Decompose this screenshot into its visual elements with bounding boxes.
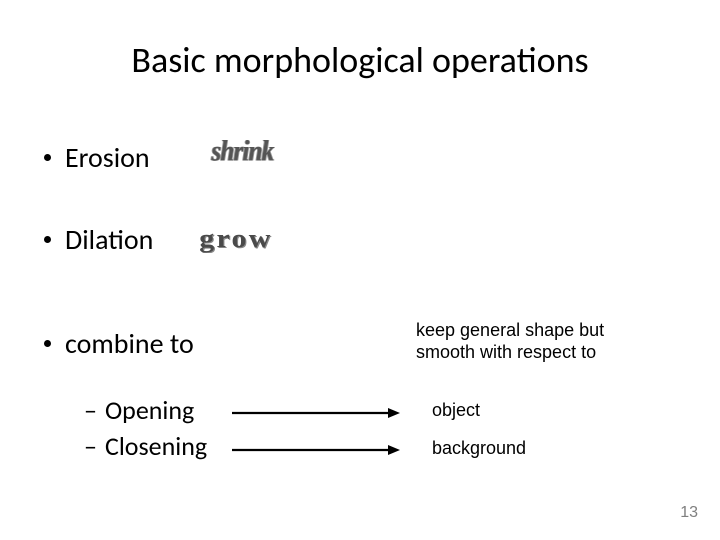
note-line2: smooth with respect to — [416, 342, 604, 364]
note-line1: keep general shape but — [416, 320, 604, 342]
sub-opening-label: Opening — [105, 394, 194, 426]
arrow-opening-icon — [232, 405, 400, 421]
note-background: background — [432, 438, 526, 460]
bullet-erosion: Erosion — [44, 140, 150, 175]
dash-icon: – — [84, 430, 97, 462]
stylized-grow: grow — [199, 224, 272, 254]
bullet-dot-icon — [44, 154, 51, 161]
bullet-combine: combine to — [44, 326, 194, 361]
note-object: object — [432, 400, 480, 422]
arrow-closening-icon — [232, 442, 400, 458]
sub-opening: – Opening — [84, 394, 194, 426]
bullet-dot-icon — [44, 236, 51, 243]
page-number: 13 — [680, 504, 698, 522]
bullet-dilation: Dilation — [44, 222, 153, 257]
bullet-dot-icon — [44, 340, 51, 347]
note-keep-shape: keep general shape but smooth with respe… — [416, 320, 604, 363]
bullet-combine-label: combine to — [65, 326, 194, 361]
sub-closening-label: Closening — [105, 430, 207, 462]
slide-title: Basic morphological operations — [0, 38, 720, 82]
sub-closening: – Closening — [84, 430, 207, 462]
bullet-dilation-label: Dilation — [65, 222, 153, 257]
dash-icon: – — [84, 394, 97, 426]
bullet-erosion-label: Erosion — [65, 140, 150, 175]
stylized-shrink: shrink — [211, 135, 273, 169]
